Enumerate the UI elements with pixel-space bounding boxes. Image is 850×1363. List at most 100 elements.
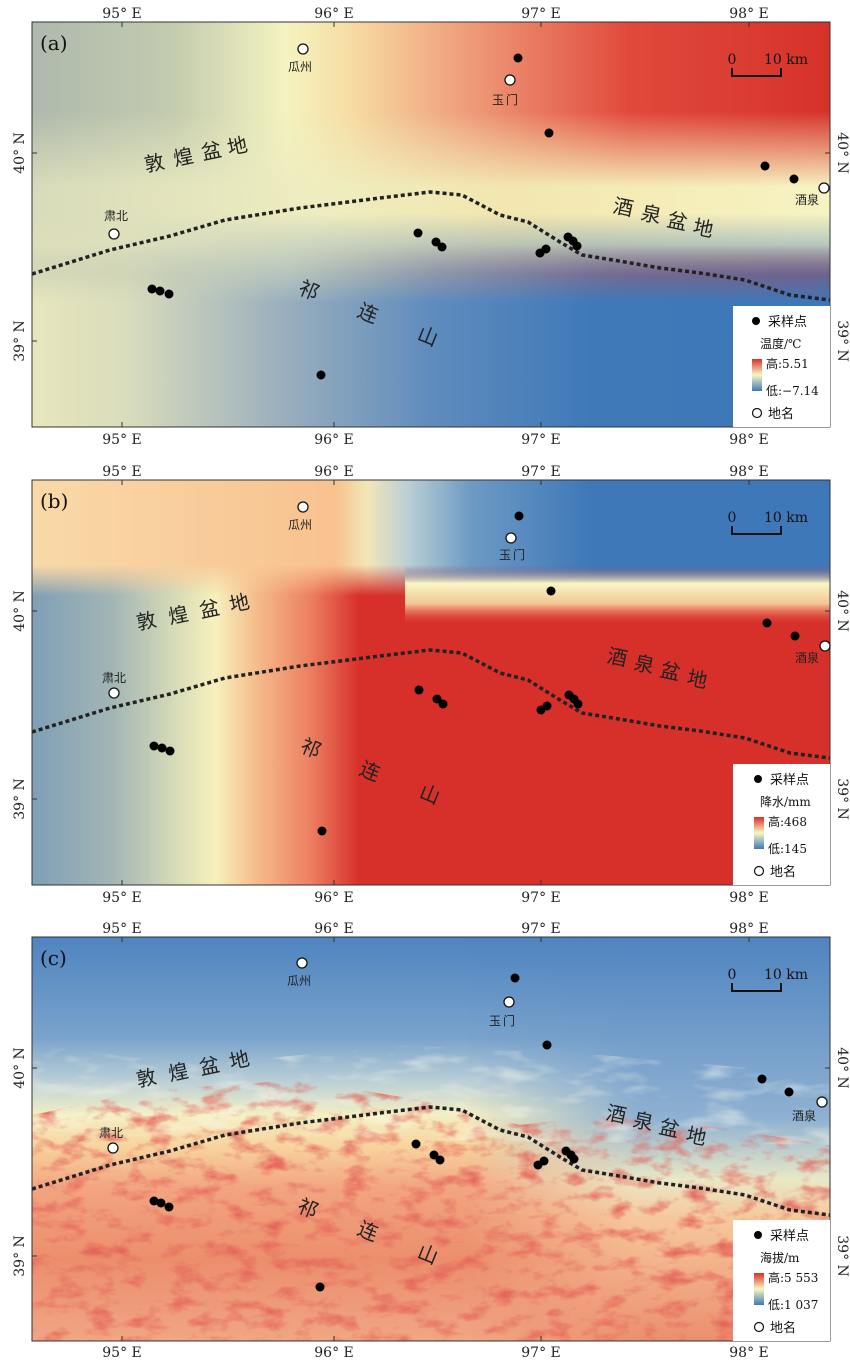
svg-text:肃北: 肃北 (104, 209, 128, 223)
legend-sample-label: 采样点 (768, 315, 807, 330)
lat-tick-39-right: 39° N (834, 1235, 850, 1277)
region-label-jiuquan: 酒 泉 盆 地 (604, 1100, 709, 1150)
region-label-dunhuang: 敦 煌 盆 地 (142, 132, 250, 177)
lon-tick-97: 97° E (521, 921, 560, 937)
sample-point (435, 1155, 445, 1165)
legend-sample-label: 采样点 (770, 773, 809, 788)
sample-points (149, 511, 800, 836)
legend-color-ramp (754, 1273, 764, 1305)
elevation-map-panel: 95° E 96° E 97° E 98° E 95° E 96° E 97° … (0, 915, 850, 1361)
panel-label: (a) (40, 31, 68, 55)
lon-tick-95: 95° E (102, 890, 141, 903)
precipitation-raster (32, 480, 830, 885)
region-label-jiuquan: 酒 泉 盆 地 (611, 193, 716, 242)
legend-place-icon (751, 407, 763, 419)
svg-text:盆: 盆 (658, 657, 683, 685)
svg-text:煌: 煌 (166, 1058, 191, 1086)
legend: 采样点 温度/℃ 高:5.51 低:−7.14 地名 (733, 306, 830, 427)
legend-variable-label: 海拔/m (760, 1250, 800, 1265)
lon-tick-95: 95° E (102, 464, 141, 480)
svg-text:泉: 泉 (631, 1107, 656, 1135)
sample-point (438, 699, 448, 709)
legend: 采样点 海拔/m 高:5 553 低:1 037 地名 (733, 1220, 830, 1341)
lon-tick-96: 96° E (314, 1345, 353, 1359)
svg-text:门: 门 (506, 92, 518, 107)
place-guazhou: 瓜州 (288, 43, 312, 74)
lon-labels-bottom: 95° E 96° E 97° E 98° E (102, 1345, 768, 1361)
sample-point (569, 1154, 579, 1164)
sample-point (165, 746, 175, 756)
svg-text:瓜州: 瓜州 (288, 518, 312, 532)
basin-boundary (32, 190, 830, 302)
svg-text:门: 门 (513, 547, 525, 562)
lon-tick-97: 97° E (521, 890, 560, 903)
lon-tick-95: 95° E (102, 921, 141, 937)
lon-labels-top: 95° E 96° E 97° E 98° E (102, 464, 768, 480)
scale-bar: 0 10 km (728, 967, 808, 992)
svg-text:酒: 酒 (605, 643, 630, 671)
place-subei: 肃北 (99, 1126, 123, 1154)
lon-labels-top: 95° E 96° E 97° E 98° E (102, 921, 768, 937)
basin-boundary (32, 648, 830, 760)
sample-point (762, 618, 772, 628)
svg-text:瓜州: 瓜州 (288, 60, 312, 74)
lat-tick-39-left: 39° N (12, 1235, 28, 1277)
sample-point (437, 242, 447, 252)
precipitation-map: 95° E 96° E 97° E 98° E 95° E 96° E 97° … (12, 464, 850, 906)
svg-text:肃北: 肃北 (99, 1126, 123, 1140)
region-label-dunhuang: 敦 煌 盆 地 (134, 1046, 252, 1092)
sample-point (316, 370, 326, 380)
lon-tick-96: 96° E (314, 464, 353, 480)
legend-variable-label: 降水/mm (760, 795, 811, 809)
lon-tick-96: 96° E (314, 921, 353, 937)
lon-labels-bottom: 95° E 96° E 97° E 98° E (102, 432, 768, 448)
legend-high-label: 高:468 (768, 814, 807, 829)
svg-text:煌: 煌 (171, 143, 196, 171)
region-label-dunhuang: 敦 煌 盆 地 (134, 589, 252, 635)
legend-low-label: 低:1 037 (768, 1298, 818, 1312)
lat-tick-40-right: 40° N (834, 1047, 850, 1089)
place-jiuquan: 酒泉 (792, 1096, 828, 1123)
svg-text:地: 地 (225, 132, 250, 160)
svg-text:盆: 盆 (657, 1114, 682, 1142)
lat-tick-39-left: 39° N (12, 320, 28, 362)
svg-text:肃北: 肃北 (102, 671, 126, 685)
svg-text:门: 门 (503, 1013, 515, 1028)
lat-tick-40-left: 40° N (12, 132, 28, 174)
lon-tick-95: 95° E (102, 1345, 141, 1359)
scale-bar: 0 10 km (728, 52, 808, 77)
lon-labels-bottom: 95° E 96° E 97° E 98° E (102, 890, 768, 906)
precipitation-map-panel: 95° E 96° E 97° E 98° E 95° E 96° E 97° … (0, 458, 850, 906)
lon-tick-97: 97° E (521, 1345, 560, 1359)
scale-zero: 0 (728, 510, 737, 526)
lat-tick-40-right: 40° N (834, 132, 850, 174)
svg-text:酒泉: 酒泉 (792, 1109, 816, 1123)
svg-text:盆: 盆 (665, 207, 690, 235)
scale-distance: 10 km (764, 52, 808, 68)
lat-tick-39-right: 39° N (834, 320, 850, 362)
sample-point (514, 511, 524, 521)
svg-text:地: 地 (685, 665, 710, 693)
place-yumen: 玉 门 (499, 532, 525, 562)
svg-text:瓜州: 瓜州 (287, 974, 311, 988)
lat-tick-39-left: 39° N (12, 778, 28, 820)
legend-place-label: 地名 (768, 406, 794, 422)
sample-points (147, 53, 799, 380)
lat-tick-40-right: 40° N (834, 590, 850, 632)
region-label-jiuquan: 酒 泉 盆 地 (605, 643, 710, 693)
sample-point (542, 701, 552, 711)
svg-text:煌: 煌 (166, 601, 191, 629)
place-yumen: 玉 门 (489, 996, 515, 1028)
sample-point (149, 741, 159, 751)
svg-text:盆: 盆 (197, 595, 222, 623)
lon-tick-98: 98° E (729, 464, 768, 480)
place-subei: 肃北 (102, 671, 126, 699)
lat-labels: 40° N 39° N 40° N 39° N (12, 132, 850, 362)
place-subei: 肃北 (104, 209, 128, 240)
svg-text:敦: 敦 (134, 607, 159, 635)
map-frame (31, 21, 831, 428)
sample-point (429, 1150, 439, 1160)
sample-point (572, 241, 582, 251)
svg-text:敦: 敦 (142, 149, 167, 177)
lon-tick-96: 96° E (314, 432, 353, 445)
